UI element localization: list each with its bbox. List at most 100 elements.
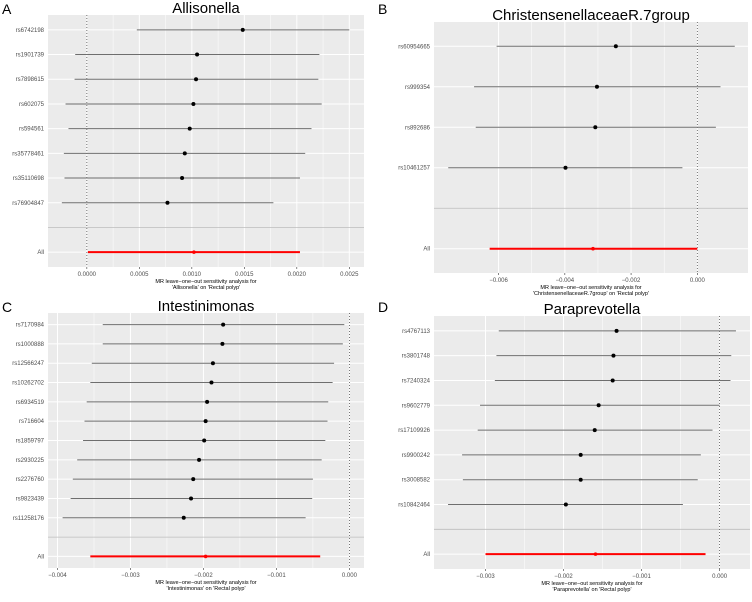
snp-label: rs76904847	[12, 201, 44, 207]
x-tick-label: −0.003	[121, 573, 140, 579]
x-tick-label: 0.0010	[183, 272, 202, 278]
snp-point	[191, 101, 196, 106]
caption-line-1: MR leave−one−out sensitivity analysis fo…	[155, 580, 256, 586]
snp-label: rs6742198	[16, 28, 45, 34]
snp-label: rs1859797	[16, 439, 45, 445]
snp-label: rs9602779	[402, 403, 431, 409]
snp-label: rs10461257	[398, 166, 430, 172]
snp-point	[240, 27, 245, 32]
x-tick-label: 0.0000	[78, 272, 97, 278]
overall-point	[203, 554, 208, 559]
caption-line-2: 'Allisonella' on 'Rectal polyp'	[172, 285, 240, 291]
snp-point	[596, 403, 601, 408]
overall-label: All	[37, 250, 44, 256]
x-tick-label: 0.000	[690, 278, 706, 284]
snp-label: rs3801748	[402, 354, 431, 360]
snp-point	[210, 361, 215, 366]
plot-background	[48, 15, 364, 267]
caption-line-1: MR leave−one−out sensitivity analysis fo…	[541, 581, 642, 587]
x-tick-label: −0.002	[554, 574, 573, 580]
snp-point	[203, 419, 208, 424]
x-tick-label: −0.001	[632, 574, 651, 580]
snp-point	[195, 52, 200, 57]
panel-letter: D	[378, 299, 388, 315]
snp-point	[220, 341, 225, 346]
snp-point	[593, 125, 598, 130]
snp-label: rs7240324	[402, 378, 431, 384]
snp-label: rs12566247	[12, 361, 44, 367]
panel-title: Paraprevotella	[544, 301, 641, 318]
panel-c: rs7170984 rs1000888 rs12566247 rs10262702 rs…	[2, 298, 364, 592]
x-tick-label: 0.000	[712, 574, 728, 580]
snp-point	[180, 176, 185, 181]
x-tick-label: −0.006	[489, 278, 508, 284]
snp-label: rs999354	[405, 85, 431, 91]
panel-b: rs60954665 rs999354 rs892686 rs10461257 All −…	[378, 1, 748, 297]
snp-label: rs4767113	[402, 329, 431, 335]
overall-label: All	[37, 554, 44, 560]
snp-point	[189, 496, 194, 501]
snp-point	[187, 126, 192, 131]
caption-line-2: 'ChristensenellaceaeR.7group' on 'Rectal…	[533, 291, 649, 297]
snp-point	[578, 452, 583, 457]
plot-background	[434, 22, 748, 273]
snp-label: rs3008582	[402, 478, 431, 484]
snp-label: rs11258176	[13, 516, 45, 522]
snp-point	[613, 44, 618, 49]
snp-label: rs9823439	[16, 496, 45, 502]
x-tick-label: 0.0005	[130, 272, 149, 278]
overall-label: All	[423, 552, 430, 558]
caption-line-1: MR leave−one−out sensitivity analysis fo…	[155, 279, 256, 285]
x-tick-label: 0.000	[342, 573, 358, 579]
overall-label: All	[423, 247, 430, 253]
snp-point	[614, 328, 619, 333]
snp-point	[563, 165, 568, 170]
panel-title: Allisonella	[172, 0, 240, 17]
overall-point	[593, 552, 598, 556]
panel-letter: B	[378, 1, 387, 17]
panel-title: ChristensenellaceaeR.7group	[492, 7, 690, 24]
x-tick-label: 0.0020	[288, 272, 307, 278]
x-tick-label: −0.003	[476, 574, 495, 580]
snp-label: rs35110698	[13, 176, 45, 182]
snp-point	[221, 322, 226, 327]
overall-point	[591, 246, 595, 251]
snp-point	[182, 151, 187, 156]
snp-label: rs9900242	[402, 453, 431, 459]
caption-line-2: 'Paraprevotella' on 'Rectal polyp'	[552, 587, 631, 593]
snp-point	[563, 502, 568, 507]
panel-letter: A	[2, 1, 12, 17]
snp-label: rs35778461	[12, 151, 44, 157]
snp-label: rs892686	[405, 125, 431, 131]
snp-label: rs1000888	[16, 342, 45, 348]
snp-point	[165, 200, 170, 205]
panel-letter: C	[2, 299, 12, 315]
snp-point	[209, 380, 214, 385]
plot-background	[434, 316, 750, 569]
panel-a: rs6742198 rs1901739 rs7898615 rs602075 rs594…	[2, 0, 364, 291]
snp-label: rs2930225	[16, 458, 45, 464]
snp-point	[611, 353, 616, 358]
snp-label: rs17109926	[398, 428, 430, 434]
x-tick-label: −0.001	[267, 573, 286, 579]
snp-label: rs6934519	[16, 400, 45, 406]
snp-label: rs602075	[19, 102, 45, 108]
overall-point	[192, 250, 196, 254]
snp-label: rs716604	[19, 419, 45, 425]
snp-label: rs60954665	[398, 44, 430, 50]
x-tick-label: −0.004	[556, 278, 575, 284]
x-tick-label: 0.0025	[340, 272, 359, 278]
snp-label: rs1901739	[16, 53, 45, 59]
snp-point	[191, 477, 196, 482]
snp-point	[578, 477, 583, 482]
snp-label: rs10842464	[398, 503, 430, 509]
snp-point	[202, 438, 207, 443]
caption-line-1: MR leave−one−out sensitivity analysis fo…	[540, 285, 641, 291]
x-tick-label: −0.002	[194, 573, 213, 579]
snp-point	[592, 428, 597, 433]
snp-label: rs10262702	[12, 381, 44, 387]
x-tick-label: 0.0015	[235, 272, 254, 278]
panel-d: rs4767113 rs3801748 rs7240324 rs9602779 rs17…	[378, 299, 750, 593]
x-tick-label: −0.004	[48, 573, 67, 579]
